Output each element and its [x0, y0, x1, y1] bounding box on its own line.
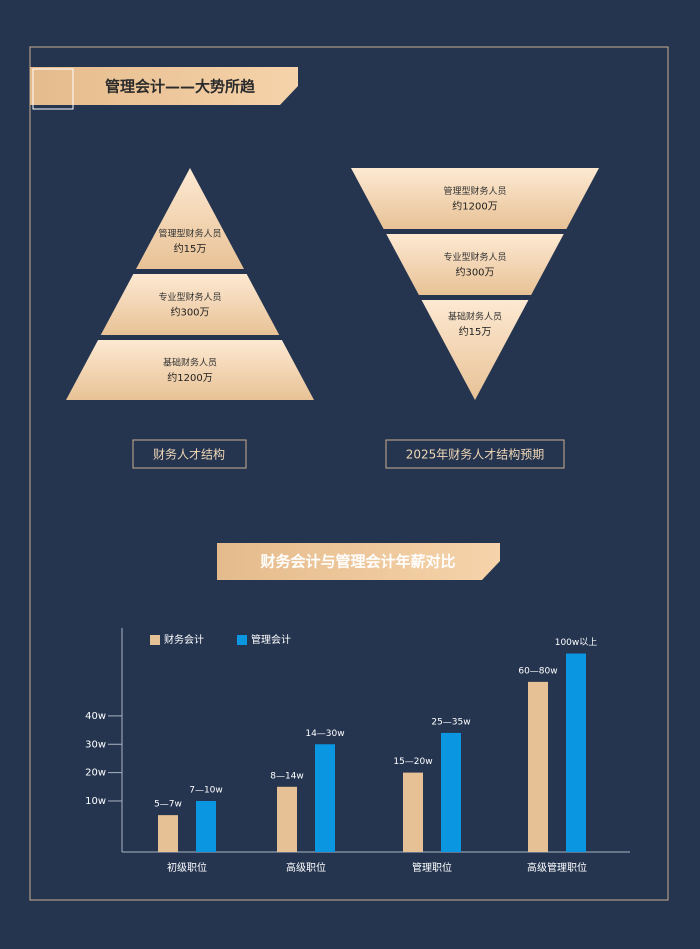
layer-role: 专业型财务人员 [158, 291, 221, 303]
value-label: 7—10w [189, 785, 223, 795]
value-label: 8—14w [270, 771, 304, 781]
bar [196, 800, 216, 852]
y-tick-label: 20w [85, 768, 106, 779]
layer-role: 管理型财务人员 [158, 228, 221, 240]
y-tick-label: 30w [85, 739, 106, 750]
header-ribbon [30, 67, 298, 105]
caption-box [132, 439, 247, 469]
pyramid-caption: 2025年财务人才结构预期 [406, 447, 545, 462]
x-tick-label: 高级管理职位 [527, 861, 587, 874]
pyramid-layer [100, 274, 280, 335]
layer-amount: 约300万 [455, 266, 494, 279]
value-label: 60—80w [518, 666, 557, 676]
frame [29, 46, 669, 901]
layer-amount: 约15万 [459, 325, 492, 338]
legend-label: 财务会计 [164, 633, 204, 646]
pyramid-layer [421, 300, 529, 400]
value-label: 25—35w [431, 717, 470, 727]
bar [277, 786, 297, 852]
layer-role: 基础财务人员 [448, 311, 502, 323]
pyramid-layer [66, 340, 314, 400]
pyramid-layer [351, 168, 599, 229]
value-label: 5—7w [154, 800, 182, 810]
y-tick-label: 40w [85, 711, 106, 722]
legend-label: 管理会计 [251, 633, 291, 646]
chart-ribbon [217, 543, 500, 580]
bar [528, 681, 548, 852]
layer-amount: 约300万 [170, 306, 209, 319]
layer-amount: 约1200万 [452, 200, 497, 213]
x-tick-label: 管理职位 [412, 861, 452, 874]
value-label: 14—30w [305, 729, 344, 739]
chart-title: 财务会计与管理会计年薪对比 [260, 553, 455, 571]
value-label: 15—20w [393, 757, 432, 767]
header-title: 管理会计——大势所趋 [105, 78, 256, 96]
layer-role: 基础财务人员 [163, 357, 217, 369]
caption-box [385, 439, 565, 469]
bar [566, 653, 586, 852]
pyramid-caption: 财务人才结构 [153, 447, 225, 462]
layer-role: 专业型财务人员 [443, 251, 506, 263]
bar [315, 744, 335, 852]
layer-role: 管理型财务人员 [443, 185, 506, 197]
pyramid-layer [136, 168, 244, 269]
layer-amount: 约15万 [174, 242, 207, 255]
legend-swatch [150, 635, 160, 645]
header-corner [32, 68, 74, 110]
x-tick-label: 高级职位 [286, 861, 326, 874]
x-tick-label: 初级职位 [167, 861, 207, 874]
bar [403, 772, 423, 852]
bar [441, 732, 461, 852]
value-label: 100w以上 [555, 637, 598, 648]
y-tick-label: 10w [85, 796, 106, 807]
layer-amount: 约1200万 [167, 371, 212, 384]
legend-swatch [237, 635, 247, 645]
bar [158, 815, 178, 852]
pyramid-layer [386, 234, 564, 295]
